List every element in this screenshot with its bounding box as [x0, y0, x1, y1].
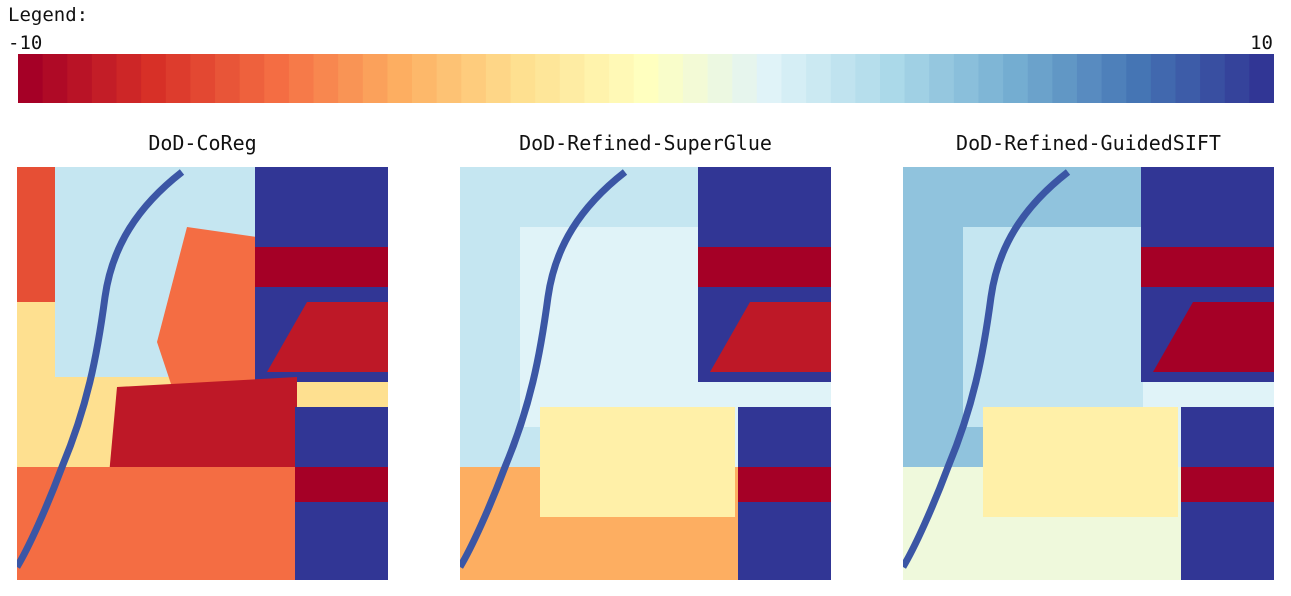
panel-title-dod-refined-superglue: DoD-Refined-SuperGlue: [519, 131, 772, 155]
colorbar-step: [929, 54, 955, 103]
colorbar-step: [42, 54, 68, 103]
colorbar-step: [1249, 54, 1274, 103]
colorbar-step: [535, 54, 561, 103]
heatmap-region: [983, 407, 1178, 517]
colorbar-step: [239, 54, 265, 103]
colorbar-step: [707, 54, 733, 103]
panel-title-dod-coreg: DoD-CoReg: [148, 131, 257, 155]
colorbar-step: [756, 54, 783, 103]
colorbar-step: [485, 54, 512, 103]
heatmap-region: [963, 227, 1143, 427]
colorbar-step: [609, 54, 635, 103]
heatmap-region: [17, 467, 297, 580]
colorbar-step: [362, 54, 389, 103]
colorbar-step: [953, 54, 980, 103]
colorbar-step: [264, 54, 290, 103]
heatmap-region: [520, 227, 700, 427]
heatmap-panel-dod-coreg: [17, 167, 388, 580]
colorbar-step: [510, 54, 536, 103]
colorbar-step: [633, 54, 659, 103]
heatmap-region: [255, 247, 388, 287]
colorbar-step: [436, 54, 462, 103]
legend-min-label: -10: [8, 32, 43, 54]
panel-title-dod-refined-guidedsift: DoD-Refined-GuidedSIFT: [956, 131, 1221, 155]
heatmap-panel-dod-refined-guidedsift: [903, 167, 1274, 580]
colorbar-step: [682, 54, 709, 103]
colorbar-step: [1224, 54, 1250, 103]
colorbar-step: [879, 54, 906, 103]
colorbar-step: [190, 54, 216, 103]
colorbar-step: [904, 54, 930, 103]
colorbar-step: [288, 54, 315, 103]
colorbar-step: [1076, 54, 1103, 103]
heatmap-region: [1181, 467, 1274, 502]
heatmap-region: [17, 169, 185, 569]
heatmap-region: [17, 167, 55, 302]
colorbar-step: [1150, 54, 1177, 103]
heatmap-region: [267, 302, 388, 372]
heatmap-region: [295, 467, 388, 502]
colorbar-step: [1003, 54, 1029, 103]
colorbar-step: [1101, 54, 1127, 103]
colorbar-step: [781, 54, 807, 103]
colorbar-step: [116, 54, 142, 103]
colorbar-step: [1052, 54, 1078, 103]
heatmap-region: [738, 467, 831, 502]
heatmap-region: [157, 227, 257, 402]
colorbar-step: [806, 54, 832, 103]
colorbar-step: [461, 54, 487, 103]
colorbar-step: [338, 54, 364, 103]
colorbar-step: [141, 54, 167, 103]
colorbar-step: [412, 54, 438, 103]
legend-max-label: 10: [1250, 32, 1273, 54]
heatmap-region: [540, 407, 735, 517]
heatmap-region: [460, 169, 628, 569]
colorbar-step: [658, 54, 684, 103]
heatmap-region: [1153, 302, 1274, 372]
colorbar-step: [1027, 54, 1053, 103]
legend-title: Legend:: [8, 4, 89, 26]
colorbar-step: [978, 54, 1004, 103]
colorbar-step: [1200, 54, 1226, 103]
heatmap-region: [1141, 247, 1274, 287]
colorbar-step: [1126, 54, 1152, 103]
colorbar-step: [830, 54, 856, 103]
colorbar-step: [215, 54, 241, 103]
colorbar-step: [313, 54, 339, 103]
colorbar-step: [855, 54, 881, 103]
heatmap-region: [903, 169, 1071, 569]
colorbar-step: [387, 54, 413, 103]
colorbar-step: [732, 54, 758, 103]
colorbar-step: [165, 54, 191, 103]
colorbar-step: [584, 54, 610, 103]
colorbar: [18, 54, 1274, 103]
heatmap-region: [710, 302, 831, 372]
colorbar-step: [1175, 54, 1201, 103]
colorbar-step: [559, 54, 586, 103]
colorbar-step: [18, 54, 44, 103]
colorbar-step: [67, 54, 93, 103]
heatmap-region: [698, 247, 831, 287]
colorbar-step: [91, 54, 118, 103]
heatmap-panel-dod-refined-superglue: [460, 167, 831, 580]
